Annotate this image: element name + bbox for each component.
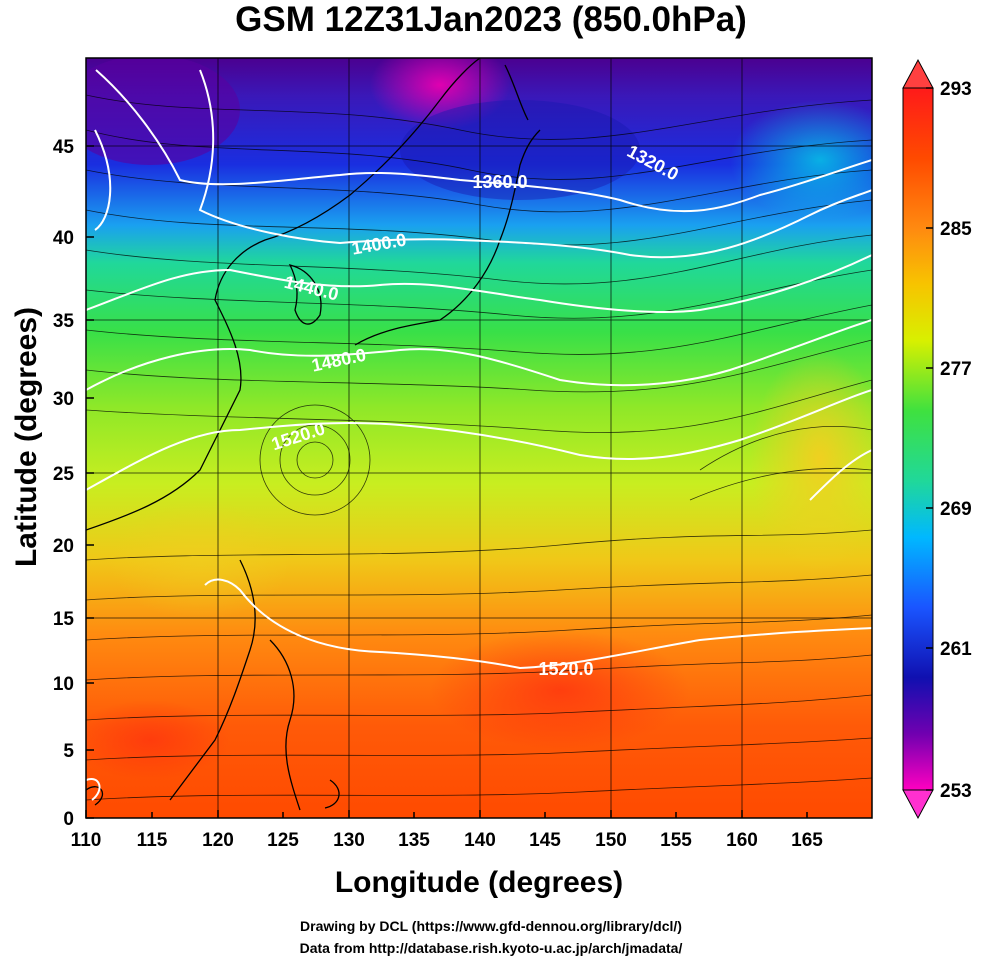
- y-tick-label: 45: [53, 137, 75, 158]
- contour-label: 1520.0: [538, 659, 593, 679]
- colorbar-tick-label: 253: [940, 781, 972, 802]
- y-tick-label: 5: [63, 741, 74, 762]
- coastlines: [86, 58, 541, 811]
- y-tick-label: 0: [63, 809, 74, 830]
- colorbar-max-arrow: [902, 58, 934, 89]
- plot-frame: [85, 57, 873, 819]
- credit-data: Data from http://database.rish.kyoto-u.a…: [299, 940, 683, 956]
- colorbar-tick-label: 261: [940, 639, 972, 660]
- x-tick-label: 165: [791, 830, 823, 851]
- credit-drawing: Drawing by DCL (https://www.gfd-dennou.o…: [300, 918, 682, 934]
- colorbar-scale: [902, 87, 934, 791]
- contour-label: 1360.0: [472, 172, 527, 192]
- x-tick-label: 145: [529, 830, 561, 851]
- y-tick-label: 10: [53, 674, 74, 695]
- x-tick-label: 135: [398, 830, 430, 851]
- y-tick-label: 35: [53, 311, 75, 332]
- x-tick-label: 155: [660, 830, 692, 851]
- colorbar-min-arrow: [902, 789, 934, 820]
- x-tick-label: 130: [333, 830, 365, 851]
- height-contours: [86, 69, 872, 801]
- colorbar-tick-label: 269: [940, 499, 972, 520]
- colorbar-tick-label: 277: [940, 359, 972, 380]
- x-tick-label: 140: [464, 830, 496, 851]
- x-axis-label: Longitude (degrees): [334, 866, 624, 899]
- x-tick-label: 150: [595, 830, 627, 851]
- graticule: [86, 58, 872, 818]
- y-axis-label: Latitude (degrees): [10, 306, 43, 568]
- y-tick-label: 25: [53, 464, 75, 485]
- x-tick-labels: 110 115 120 125 130 135 140 145 150 155 …: [71, 830, 824, 851]
- y-tick-label: 40: [53, 228, 74, 249]
- colorbar: 293 285 277 269 261 253: [902, 58, 972, 820]
- x-tick-marks: [85, 810, 808, 818]
- x-tick-label: 160: [726, 830, 758, 851]
- x-tick-label: 115: [137, 830, 168, 851]
- y-tick-label: 30: [53, 389, 74, 410]
- map-title: GSM 12Z31Jan2023 (850.0hPa): [235, 0, 747, 39]
- colorbar-tick-label: 285: [940, 219, 972, 240]
- y-tick-marks: [86, 145, 94, 819]
- x-tick-label: 125: [267, 830, 299, 851]
- colorbar-tick-label: 293: [940, 79, 972, 100]
- x-tick-label: 110: [71, 830, 102, 851]
- x-tick-label: 120: [202, 830, 234, 851]
- y-tick-label: 15: [53, 609, 75, 630]
- temperature-field: [86, 58, 872, 818]
- y-tick-label: 20: [53, 536, 74, 557]
- y-tick-labels: 0 5 10 15 20 25 30 35 40 45: [53, 137, 75, 830]
